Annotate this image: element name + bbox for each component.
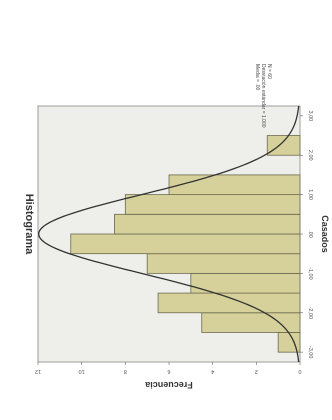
stats-box: Media = .00 Desviación estándar = 1.000 … (254, 64, 272, 128)
y-tick-label: 8 (124, 368, 127, 374)
bars-group (70, 135, 301, 353)
y-axis-title: Frecuencia (144, 380, 193, 390)
x-axis-title: Casados (320, 215, 330, 253)
x-tick-label: 1,00 (307, 189, 313, 200)
x-tick-label: .00 (307, 230, 313, 238)
x-tick-label: -3,00 (307, 346, 313, 359)
histogram-bar (266, 135, 301, 156)
y-tick-label: 4 (211, 368, 214, 374)
normal-curve (38, 105, 300, 363)
histogram-bar (70, 233, 301, 255)
stats-mean: Media = .00 (254, 64, 260, 90)
x-tick-label: -2,00 (307, 306, 313, 319)
y-tick-label: 2 (255, 368, 258, 374)
histogram-bar (124, 194, 301, 215)
chart-title: Histograma (23, 194, 35, 255)
y-tick-label: 6 (167, 368, 170, 374)
histogram-bar (157, 292, 301, 314)
x-tick-label: 3,00 (307, 110, 313, 121)
histogram-bar (168, 174, 301, 196)
stats-sd: Desviación estándar = 1.000 (260, 64, 266, 128)
y-tick-label: 12 (35, 368, 41, 374)
x-tick-label: 2,00 (307, 150, 313, 161)
histogram-bar (201, 312, 301, 333)
y-tick-label: 10 (79, 368, 85, 374)
histogram-bar (146, 253, 301, 274)
y-tick-label: 0 (298, 368, 301, 374)
stats-n: N = 60 (266, 64, 272, 79)
x-tick-label: -1,00 (307, 267, 313, 280)
y-ticks-group: 0 2 4 6 8 10 12 (35, 362, 302, 374)
histogram-bar (114, 213, 301, 235)
x-ticks-group: -3,00 -2,00 -1,00 .00 1,00 2,00 3,00 (300, 110, 313, 358)
